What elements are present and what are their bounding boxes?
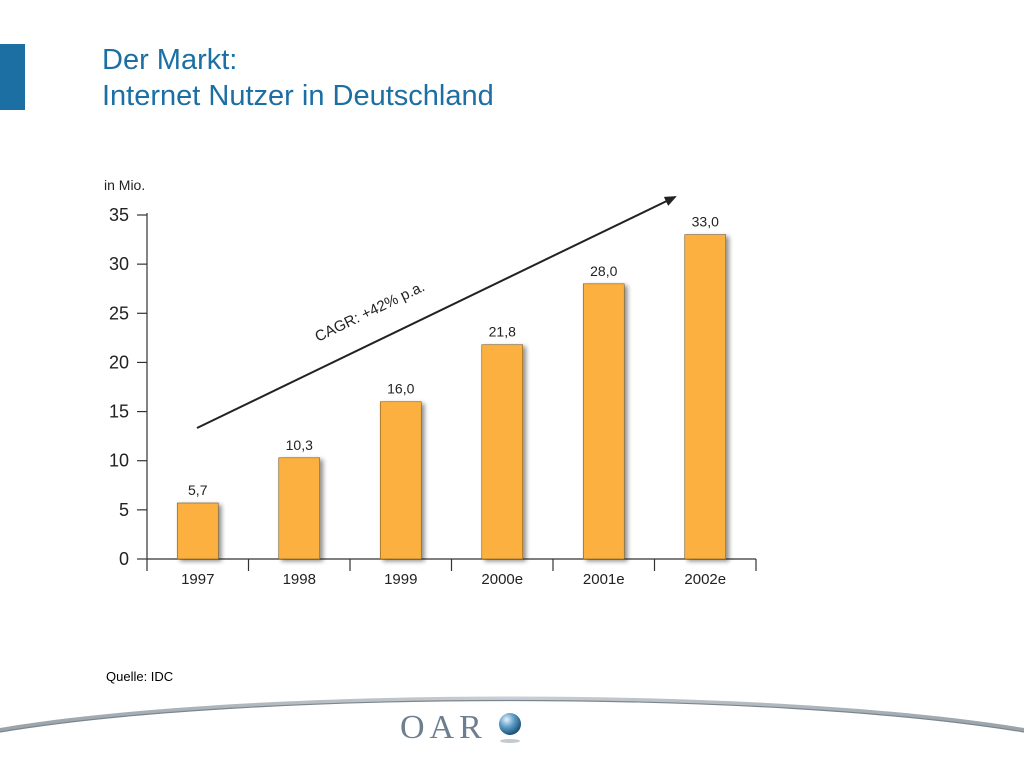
bar-1997 bbox=[176, 502, 219, 560]
value-label-1998: 10,3 bbox=[286, 437, 313, 453]
value-label-1997: 5,7 bbox=[188, 482, 208, 498]
chart-labels: 5,7 1997 10,3 1998 16,0 1999 21,8 2000e 28,0 2001… bbox=[181, 214, 726, 588]
bar-1998 bbox=[278, 457, 321, 560]
value-label-1999: 16,0 bbox=[387, 381, 414, 397]
bar-2000e bbox=[481, 344, 524, 560]
value-label-2001e: 28,0 bbox=[590, 263, 617, 279]
value-label-2002e: 33,0 bbox=[692, 214, 719, 230]
bar-1999 bbox=[379, 401, 422, 560]
bar-2001e bbox=[582, 283, 625, 560]
y-tick-label: 15 bbox=[109, 402, 129, 422]
y-tick-label: 30 bbox=[109, 254, 129, 274]
y-tick-label: 0 bbox=[119, 549, 129, 569]
y-tick-label: 20 bbox=[109, 352, 129, 372]
value-label-2000e: 21,8 bbox=[489, 324, 516, 340]
x-tick-label-2000e: 2000e bbox=[481, 571, 523, 588]
y-tick-label: 25 bbox=[109, 303, 129, 323]
cagr-annotation: CAGR: +42% p.a. bbox=[312, 278, 427, 345]
x-tick-label-1998: 1998 bbox=[283, 571, 316, 588]
chart-bars bbox=[176, 234, 727, 560]
unit-label: in Mio. bbox=[104, 177, 145, 193]
x-tick-label-1997: 1997 bbox=[181, 571, 214, 588]
y-tick-label: 5 bbox=[119, 500, 129, 520]
accent-bar bbox=[0, 44, 25, 110]
bar-2002e bbox=[684, 234, 727, 560]
y-tick-label: 10 bbox=[109, 451, 129, 471]
oar-logo: OAR bbox=[400, 709, 487, 746]
logo-globe-icon bbox=[499, 713, 521, 743]
footer-swoosh bbox=[0, 696, 1024, 733]
y-tick-label: 35 bbox=[109, 205, 129, 225]
x-tick-label-2001e: 2001e bbox=[583, 571, 625, 588]
page-title: Der Markt: Internet Nutzer in Deutschlan… bbox=[102, 42, 494, 114]
chart-axes: 0 5 10 15 20 25 30 35 bbox=[109, 205, 757, 571]
x-tick-label-2002e: 2002e bbox=[684, 571, 726, 588]
title-line-1: Der Markt: bbox=[102, 44, 238, 76]
x-tick-label-1999: 1999 bbox=[384, 571, 417, 588]
trend-arrow-line bbox=[196, 196, 677, 429]
title-line-2: Internet Nutzer in Deutschland bbox=[102, 80, 494, 112]
source-note: Quelle: IDC bbox=[106, 669, 174, 684]
